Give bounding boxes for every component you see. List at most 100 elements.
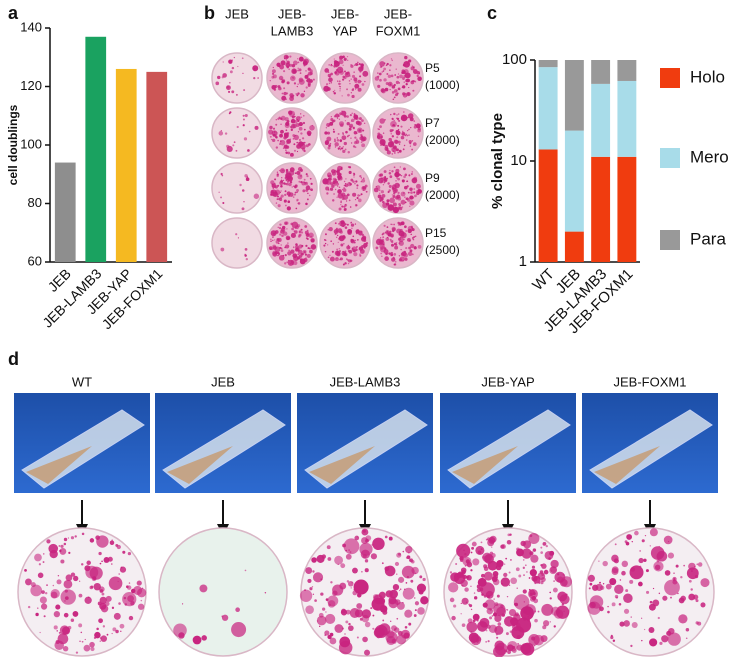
colony (351, 74, 356, 78)
colony (290, 262, 292, 265)
colony (347, 151, 350, 154)
colony (343, 114, 347, 118)
colony (405, 197, 409, 201)
colony (239, 183, 242, 187)
colony (111, 606, 115, 609)
colony (356, 603, 363, 609)
colony (408, 246, 411, 250)
colony (510, 617, 519, 626)
colony (389, 169, 391, 172)
colony (412, 236, 414, 239)
colony (382, 70, 385, 72)
colony (588, 587, 591, 590)
colony (60, 544, 64, 548)
legend-swatch (660, 230, 680, 250)
colony (122, 550, 126, 554)
colony (599, 606, 604, 612)
colony (411, 226, 413, 228)
colony (658, 592, 661, 595)
colony (379, 246, 386, 253)
colony (350, 259, 353, 262)
colony (329, 632, 334, 637)
colony (58, 544, 61, 547)
colony (354, 198, 357, 201)
colony (325, 83, 329, 86)
colony (291, 115, 295, 119)
colony (281, 234, 284, 237)
colony (275, 119, 277, 121)
colony (375, 238, 383, 246)
colony (384, 535, 388, 539)
colony (310, 188, 313, 192)
colony (393, 139, 398, 144)
colony (329, 254, 331, 256)
colony (289, 152, 294, 157)
colony (296, 118, 299, 121)
colony (74, 535, 77, 538)
colony (398, 589, 401, 592)
colony (375, 185, 377, 188)
colony (272, 72, 275, 75)
colony (237, 65, 239, 68)
colony (621, 560, 629, 568)
colony (330, 82, 333, 84)
bar-segment (591, 60, 611, 84)
colony (283, 87, 286, 90)
colony (413, 246, 417, 250)
flask-medium (26, 446, 92, 484)
colony (496, 606, 507, 617)
colony (339, 145, 341, 148)
colony (42, 561, 45, 563)
colony (491, 615, 494, 617)
colony (379, 78, 382, 82)
colony (96, 627, 99, 631)
colony (363, 189, 365, 191)
colony (398, 254, 401, 257)
colony (697, 562, 703, 567)
colony (403, 250, 406, 254)
row-label: P15 (425, 226, 447, 240)
colony (549, 597, 552, 600)
colony (657, 616, 660, 620)
colony (623, 620, 630, 627)
colony (332, 243, 335, 245)
colony (48, 543, 59, 554)
colony (388, 598, 399, 609)
colony (140, 599, 143, 602)
colony (387, 74, 392, 79)
colony (342, 149, 346, 154)
colony (285, 179, 288, 182)
colony (396, 177, 398, 179)
colony (268, 246, 273, 250)
colony (549, 621, 551, 623)
colony (372, 614, 375, 617)
colony (361, 143, 366, 148)
colony (340, 563, 346, 569)
colony (294, 134, 297, 137)
colony (387, 204, 395, 211)
colony (292, 253, 298, 259)
colony (392, 195, 396, 198)
colony (343, 141, 347, 146)
colony (377, 72, 379, 74)
colony (301, 181, 306, 186)
colony (652, 587, 655, 590)
colony (347, 246, 350, 249)
colony (379, 61, 385, 67)
colony (384, 119, 386, 121)
colony (343, 184, 346, 187)
colony (372, 537, 385, 551)
colony (623, 593, 633, 603)
colony (393, 166, 396, 169)
colony (506, 539, 512, 545)
colony (70, 572, 76, 577)
colony (136, 580, 142, 586)
colony (381, 71, 383, 73)
colony (344, 70, 346, 73)
colony (401, 179, 405, 183)
colony (300, 228, 303, 231)
colony (268, 129, 274, 135)
colony (334, 146, 337, 148)
colony (334, 70, 340, 76)
colony (347, 165, 350, 169)
